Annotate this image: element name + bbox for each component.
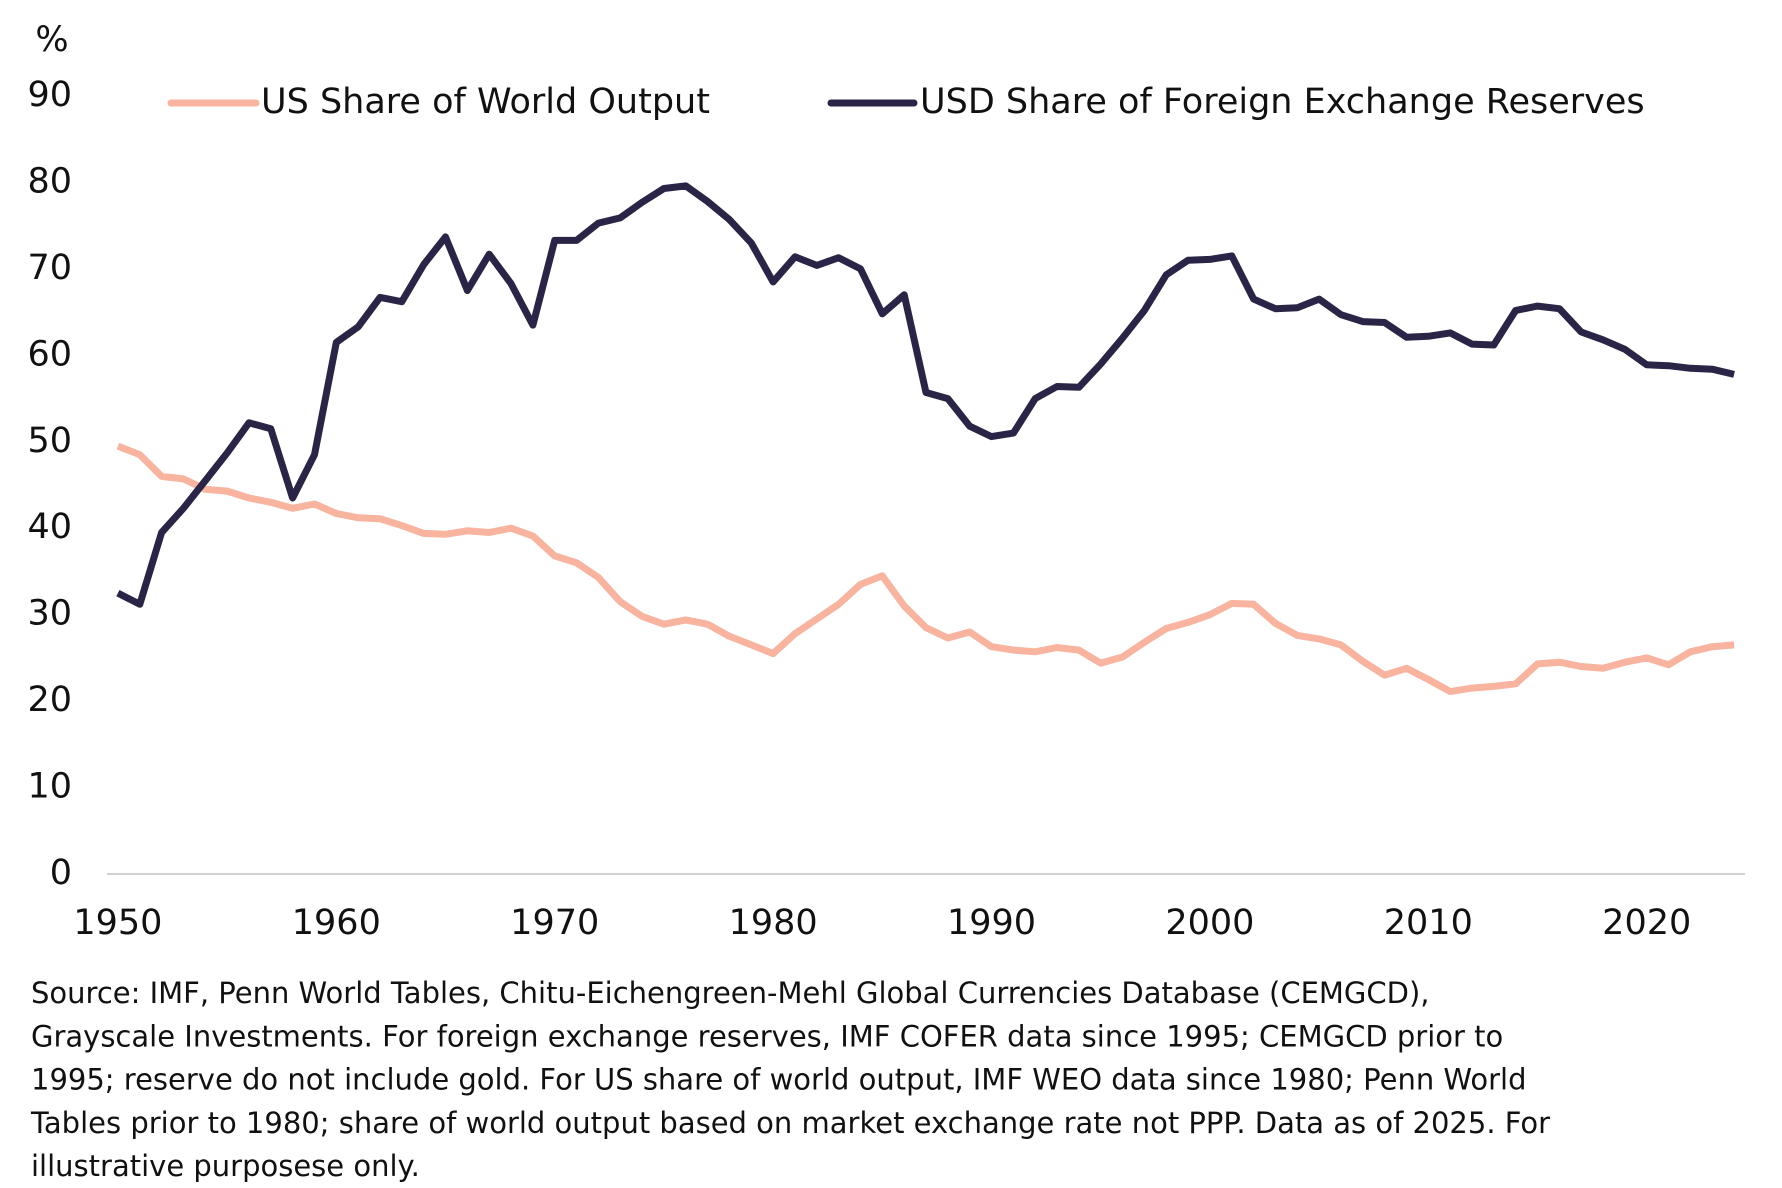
legend-label: US Share of World Output [261,82,710,122]
x-tick-label: 1960 [292,903,381,943]
x-tick-label: 2020 [1602,903,1691,943]
x-tick-label: 1980 [729,903,818,943]
y-tick-label: 0 [50,853,72,893]
footnote: 1995; reserve do not include gold. For U… [31,1063,1527,1097]
y-axis-unit: % [35,20,68,60]
legend-label: USD Share of Foreign Exchange Reserves [920,82,1645,122]
footnote: Grayscale Investments. For foreign excha… [31,1019,1503,1053]
x-tick-label: 2000 [1165,903,1254,943]
x-tick-label: 1990 [947,903,1036,943]
y-tick-label: 80 [27,161,72,201]
y-tick-label: 90 [27,75,72,115]
y-tick-label: 30 [27,594,72,634]
series-line [116,442,1735,696]
y-tick-label: 40 [27,507,72,547]
y-tick-label: 50 [27,421,72,461]
footnote: illustrative purposese only. [31,1149,420,1183]
y-tick-label: 20 [27,680,72,720]
footnote: Tables prior to 1980; share of world out… [30,1106,1550,1140]
series-line [116,182,1735,608]
y-tick-label: 10 [27,767,72,807]
y-tick-label: 60 [27,334,72,374]
x-tick-label: 2010 [1384,903,1473,943]
y-tick-label: 70 [27,248,72,288]
footnote: Source: IMF, Penn World Tables, Chitu-Ei… [31,976,1430,1010]
x-tick-label: 1970 [510,903,599,943]
x-tick-label: 1950 [73,903,162,943]
